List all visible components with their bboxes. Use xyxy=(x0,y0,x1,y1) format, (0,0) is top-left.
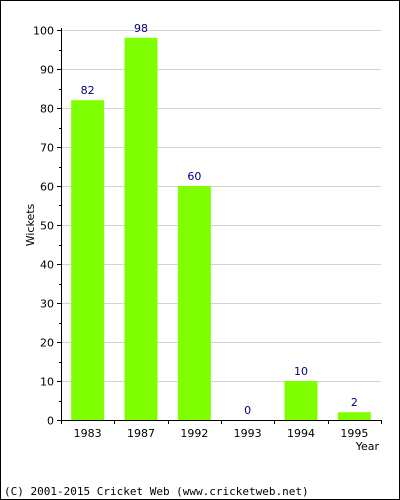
bar-value-label: 82 xyxy=(81,84,95,97)
bar xyxy=(337,412,371,420)
bar-value-label: 0 xyxy=(244,404,251,417)
bar-value-label: 2 xyxy=(351,396,358,409)
x-axis-title: Year xyxy=(355,440,380,453)
x-tick-label: 1994 xyxy=(287,427,315,440)
bar-value-label: 10 xyxy=(294,365,308,378)
y-tick-label: 90 xyxy=(40,64,54,77)
bar xyxy=(177,186,211,420)
y-tick-label: 70 xyxy=(40,142,54,155)
x-tick-label: 1992 xyxy=(180,427,208,440)
y-tick-label: 80 xyxy=(40,103,54,116)
y-axis-ticks: 0 10 20 30 40 50 60 70 80 90 100 xyxy=(33,25,61,428)
y-axis-title: Wickets xyxy=(24,203,37,246)
bar xyxy=(124,37,158,421)
data-labels: 82 98 60 0 10 2 xyxy=(81,22,358,417)
x-tick-label: 1987 xyxy=(127,427,155,440)
x-axis-ticks: 1983 1987 1992 1993 1994 1995 xyxy=(61,420,382,440)
y-tick-label: 30 xyxy=(40,298,54,311)
bar xyxy=(284,381,318,420)
y-tick-label: 0 xyxy=(47,415,54,428)
y-tick-label: 40 xyxy=(40,259,54,272)
y-tick-label: 20 xyxy=(40,337,54,350)
y-tick-label: 10 xyxy=(40,376,54,389)
x-tick-label: 1983 xyxy=(74,427,102,440)
copyright-text: (C) 2001-2015 Cricket Web (www.cricketwe… xyxy=(4,485,309,498)
y-tick-label: 100 xyxy=(33,25,54,38)
y-tick-label: 60 xyxy=(40,181,54,194)
bars xyxy=(71,37,371,421)
bar-value-label: 98 xyxy=(134,22,148,35)
bar-value-label: 60 xyxy=(187,170,201,183)
x-tick-label: 1993 xyxy=(234,427,262,440)
bar xyxy=(71,100,105,420)
y-tick-label: 50 xyxy=(40,220,54,233)
x-tick-label: 1995 xyxy=(340,427,368,440)
grid-lines xyxy=(61,30,381,382)
